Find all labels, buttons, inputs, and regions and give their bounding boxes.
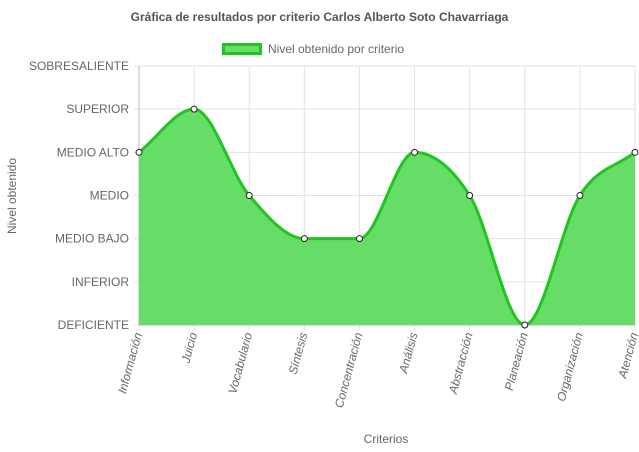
y-tick-label: SUPERIOR bbox=[66, 102, 129, 116]
data-point bbox=[521, 321, 529, 329]
x-tick-label: Organización bbox=[554, 331, 586, 403]
data-point bbox=[190, 105, 198, 113]
x-tick-label: Abstracción bbox=[446, 331, 476, 396]
data-points bbox=[135, 105, 639, 329]
x-tick-label: Vocabulario bbox=[225, 331, 255, 396]
data-point bbox=[300, 235, 308, 243]
x-tick-label: Atención bbox=[615, 331, 639, 381]
y-tick-label: DEFICIENTE bbox=[58, 318, 129, 332]
series-line bbox=[138, 107, 636, 327]
y-tick-label: SOBRESALIENTE bbox=[29, 59, 129, 73]
series-area bbox=[139, 109, 635, 326]
chart-title: Gráfica de resultados por criterio Carlo… bbox=[130, 10, 509, 24]
x-tick-label: Información bbox=[115, 331, 145, 395]
data-point bbox=[576, 192, 584, 199]
legend-label: Nivel obtenido por criterio bbox=[268, 42, 405, 56]
x-tick-labels: Información Juicio Vocabulario Síntesis Conc… bbox=[115, 331, 639, 410]
data-point bbox=[631, 148, 639, 156]
data-point bbox=[135, 148, 143, 156]
data-point bbox=[245, 192, 253, 199]
x-tick-label: Juicio bbox=[178, 331, 200, 366]
y-tick-label: INFERIOR bbox=[72, 275, 130, 289]
legend[interactable]: Nivel obtenido por criterio bbox=[222, 42, 404, 56]
data-point bbox=[411, 148, 419, 156]
y-axis-title: Nivel obtenido bbox=[5, 157, 19, 235]
x-tick-label: Planeación bbox=[502, 331, 531, 392]
legend-swatch bbox=[222, 43, 262, 55]
x-axis-title: Criterios bbox=[363, 432, 409, 446]
y-tick-labels: DEFICIENTE INFERIOR MEDIO BAJO MEDIO MEDIO A… bbox=[29, 59, 129, 332]
y-tick-label: MEDIO bbox=[90, 189, 129, 203]
x-tick-label: Análisis bbox=[396, 331, 420, 376]
x-tick-label: Síntesis bbox=[286, 331, 311, 376]
data-point bbox=[355, 235, 363, 243]
y-tick-label: MEDIO BAJO bbox=[55, 232, 129, 246]
x-tick-label: Concentración bbox=[332, 331, 366, 410]
y-tick-label: MEDIO ALTO bbox=[57, 145, 129, 159]
data-point bbox=[466, 192, 474, 199]
